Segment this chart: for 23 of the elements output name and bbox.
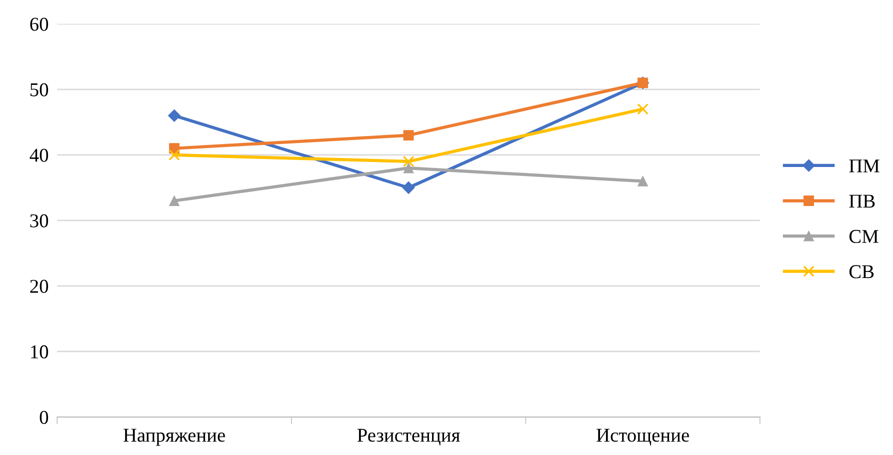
point — [402, 156, 414, 168]
x-tick-label: Резистенция — [357, 428, 460, 446]
y-tick-label: 20 — [30, 280, 48, 293]
x-tick-label: Напряжение — [123, 428, 225, 446]
y-tick-label: 30 — [30, 214, 48, 228]
point — [638, 176, 648, 186]
point — [403, 130, 414, 140]
point — [169, 196, 180, 206]
y-tick-label: 60 — [30, 18, 48, 31]
x-tick-label: Истощение — [596, 428, 689, 446]
point — [403, 162, 414, 174]
legend-label: СМ — [849, 230, 878, 243]
legend-label: ПВ — [849, 194, 875, 208]
point — [168, 109, 181, 122]
point — [402, 181, 415, 194]
point — [168, 149, 180, 161]
legend-label: ПМ — [849, 160, 880, 172]
y-tick-label: 50 — [30, 83, 48, 96]
point — [637, 103, 649, 115]
y-tick-label: 10 — [31, 345, 48, 358]
y-tick-label: 40 — [30, 148, 48, 162]
y-tick-label: 0 — [40, 410, 48, 424]
legend-label: СВ — [849, 265, 874, 278]
